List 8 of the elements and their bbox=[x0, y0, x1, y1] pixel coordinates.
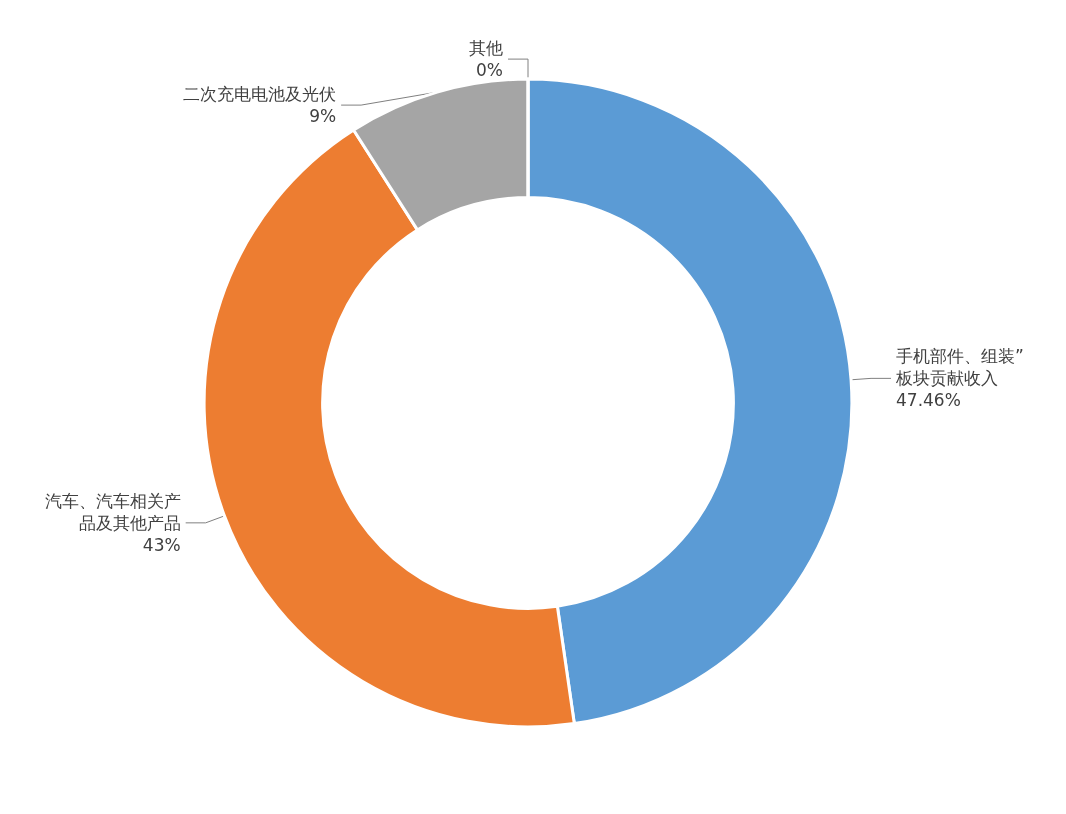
slice-label: 二次充电电池及光伏 bbox=[183, 84, 337, 105]
data-label: 9% bbox=[309, 106, 337, 127]
slice-label: 汽车、汽车相关产品及其他产品 bbox=[44, 490, 181, 533]
text: 0% bbox=[476, 60, 503, 81]
data-label: 43% bbox=[142, 534, 181, 555]
data-label: 47.46% bbox=[896, 390, 961, 411]
category-label: 其他 bbox=[469, 38, 503, 59]
slice-label: 手机部件、组装”板块贡献收入 bbox=[895, 346, 1024, 389]
